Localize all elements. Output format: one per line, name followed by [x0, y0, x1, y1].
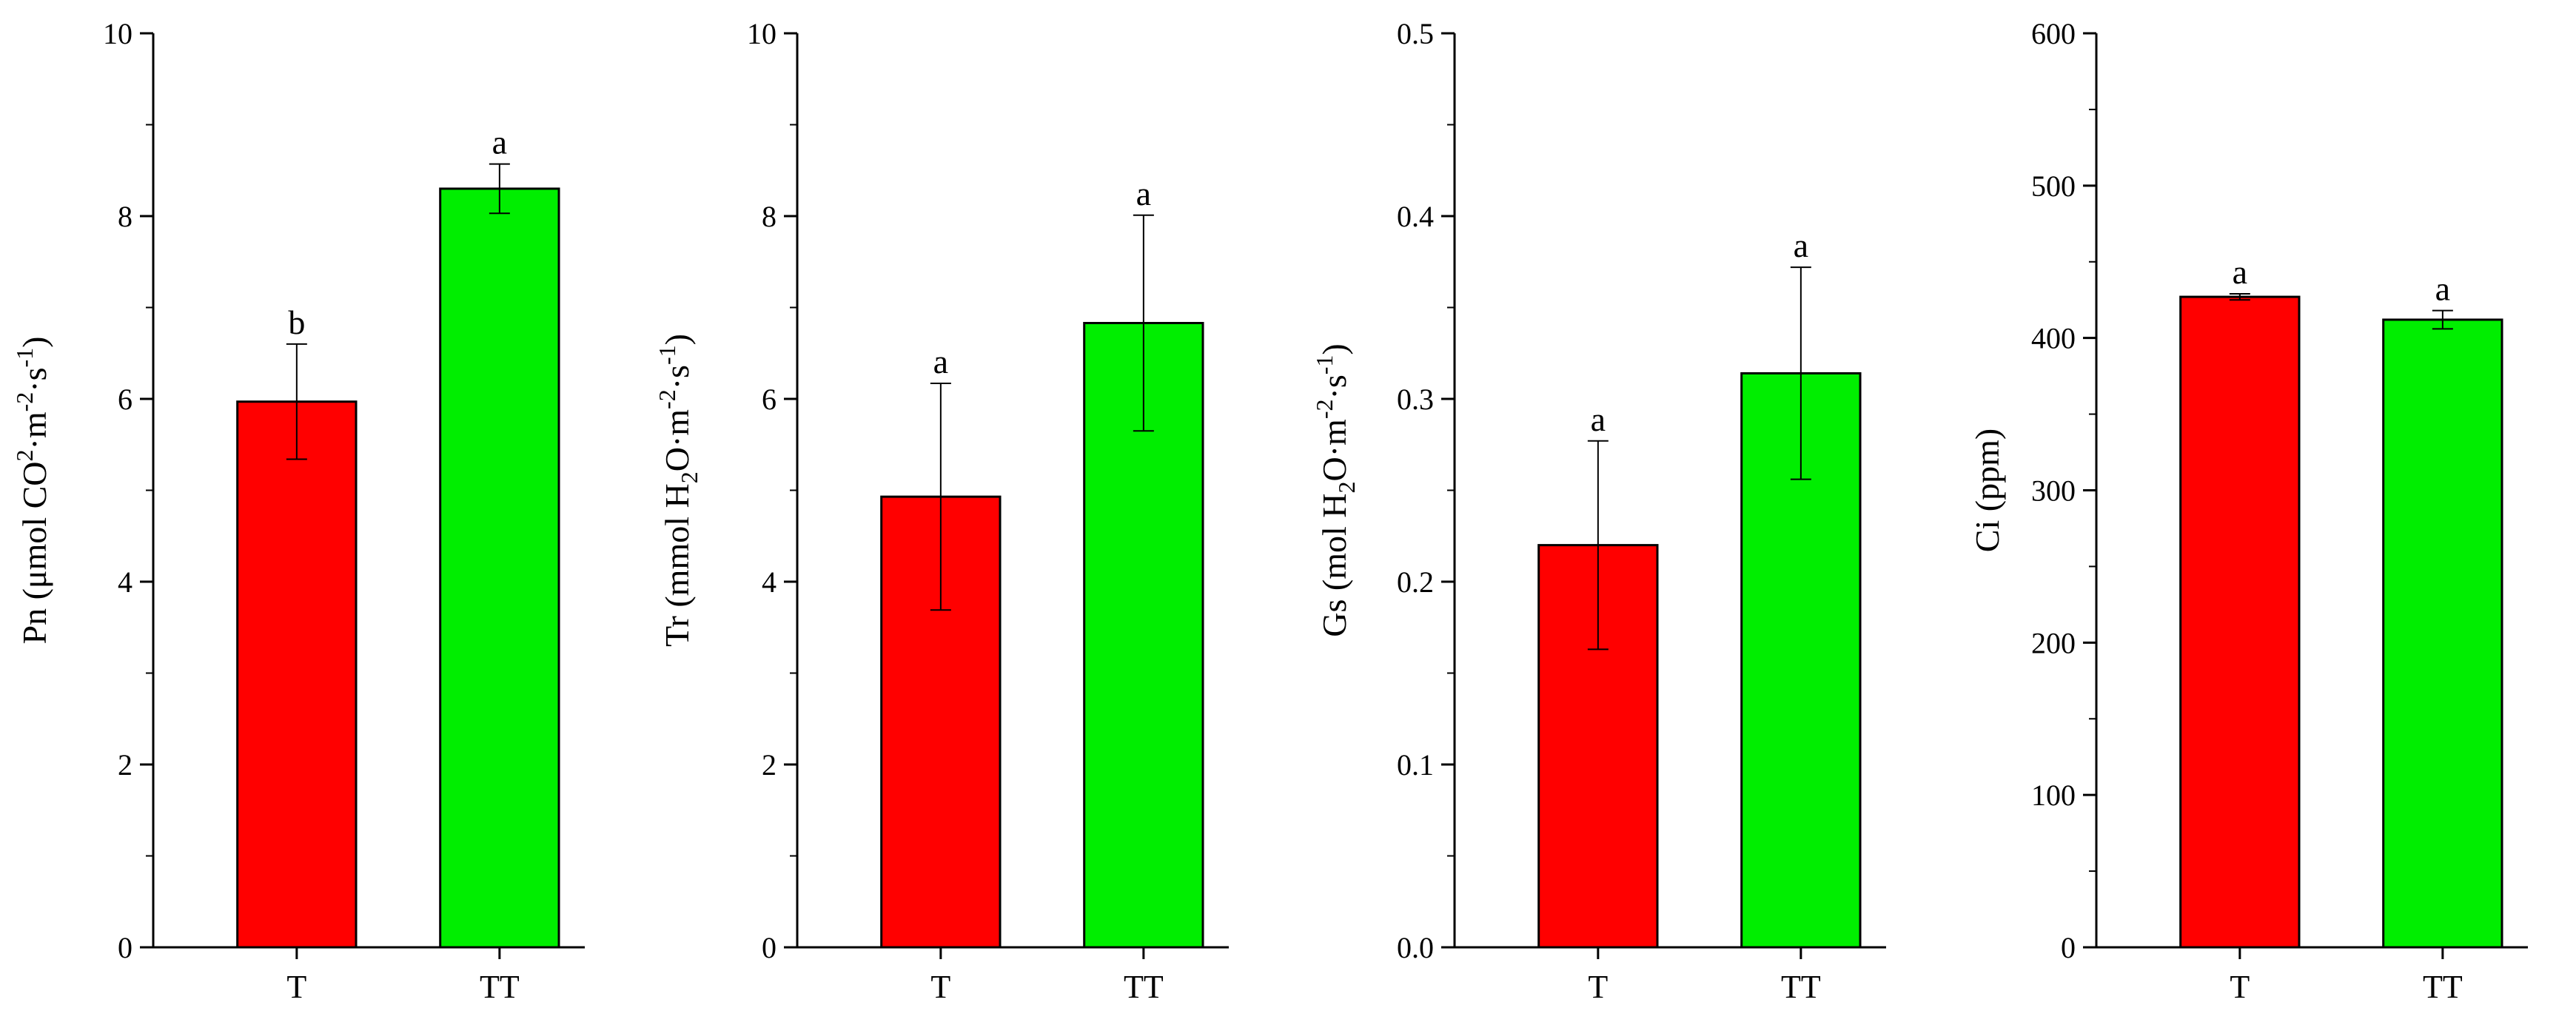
- x-tick-label: T: [2230, 969, 2250, 1005]
- y-tick-label: 8: [762, 200, 777, 233]
- x-tick-label: T: [1588, 969, 1608, 1005]
- y-tick-label: 0: [118, 931, 133, 964]
- y-tick-label: 200: [2031, 626, 2076, 659]
- y-axis-label-part: ·s: [1315, 374, 1353, 399]
- bar-t: [2179, 295, 2301, 949]
- y-axis-label-part: O·m: [658, 409, 696, 472]
- y-tick-label: 0.3: [1397, 383, 1434, 416]
- bar-t: [880, 495, 1002, 949]
- y-axis-label: Ci (ppm): [1968, 429, 2006, 552]
- y-axis-label-part: -1: [1311, 355, 1338, 375]
- y-axis-label-part: -1: [654, 345, 680, 365]
- x-tick-label: T: [930, 969, 950, 1005]
- bar-t: [236, 400, 358, 949]
- significance-label: a: [1136, 175, 1151, 212]
- significance-label: a: [933, 343, 948, 380]
- y-tick-label: 4: [118, 565, 133, 599]
- x-tick-label: TT: [1124, 969, 1164, 1005]
- y-tick-label: 500: [2031, 169, 2076, 203]
- x-tick-label: TT: [1781, 969, 1821, 1005]
- panel-3: a Ta TT 0.0 0.1 0.2 0.3 0.4 0.5 Gs (mol H2O·m-2·s…: [1311, 17, 1886, 1005]
- y-axis-label-part: -1: [11, 348, 38, 368]
- y-tick-label: 0: [2061, 931, 2076, 964]
- y-axis-label-part: 2: [676, 471, 702, 483]
- y-tick-label: 100: [2031, 779, 2076, 812]
- y-axis-label-part: ): [1315, 343, 1353, 354]
- y-tick-label: 10: [747, 17, 777, 50]
- panel-4: a Ta TT 0 100 200 300 400 500 600 Ci (ppm): [1968, 17, 2528, 1005]
- y-axis-label-part: -2: [654, 389, 680, 409]
- y-tick-label: 0.1: [1397, 748, 1434, 782]
- y-axis-label-part: Ci (ppm): [1968, 429, 2006, 552]
- y-axis-label: Gs (mol H2O·m-2·s-1): [1311, 343, 1360, 636]
- y-axis-label-part: ·m: [16, 411, 53, 449]
- y-tick-label: 0.0: [1397, 931, 1434, 964]
- y-axis-label-part: ): [658, 334, 696, 345]
- y-axis-label: Tr (mmol H2O·m-2·s-1): [654, 334, 702, 647]
- y-axis-label-part: 2: [11, 449, 38, 461]
- y-tick-label: 400: [2031, 322, 2076, 355]
- y-tick-label: 8: [118, 200, 133, 233]
- y-axis-label-part: -2: [11, 392, 38, 412]
- significance-label: a: [1794, 226, 1808, 264]
- x-tick-label: TT: [480, 969, 520, 1005]
- y-axis-label: Pn (μmol CO2·m-2·s-1): [11, 336, 53, 644]
- y-tick-label: 2: [118, 748, 133, 782]
- significance-label: b: [288, 303, 305, 341]
- bar-tt: [2382, 318, 2503, 949]
- y-axis-label-part: Tr (mmol H: [658, 483, 696, 647]
- y-tick-label: 300: [2031, 474, 2076, 508]
- y-axis-label-part: 2: [1333, 481, 1360, 493]
- y-tick-label: 10: [103, 17, 133, 50]
- bar-tt: [439, 187, 560, 949]
- y-tick-label: 6: [762, 383, 777, 416]
- significance-label: a: [2435, 270, 2450, 308]
- y-tick-label: 2: [762, 748, 777, 782]
- y-axis-label-part: ·s: [658, 365, 696, 389]
- significance-label: a: [2233, 253, 2247, 291]
- significance-label: a: [1591, 400, 1606, 438]
- y-tick-label: 0.5: [1397, 17, 1434, 50]
- y-axis-label-part: Pn (μmol CO: [16, 461, 53, 644]
- y-axis-label-part: ): [16, 336, 53, 347]
- significance-label: a: [492, 124, 507, 161]
- y-tick-label: 0.4: [1397, 200, 1434, 233]
- y-axis-label-part: ·s: [16, 367, 53, 391]
- x-tick-label: T: [286, 969, 306, 1005]
- y-tick-label: 600: [2031, 17, 2076, 50]
- y-tick-label: 0.2: [1397, 565, 1434, 599]
- y-tick-label: 6: [118, 383, 133, 416]
- y-tick-label: 0: [762, 931, 777, 964]
- y-axis-label-part: O·m: [1315, 419, 1353, 482]
- x-tick-label: TT: [2423, 969, 2463, 1005]
- y-axis-label-part: -2: [1311, 400, 1338, 420]
- y-axis-label-part: Gs (mol H: [1315, 493, 1353, 636]
- y-tick-label: 4: [762, 565, 777, 599]
